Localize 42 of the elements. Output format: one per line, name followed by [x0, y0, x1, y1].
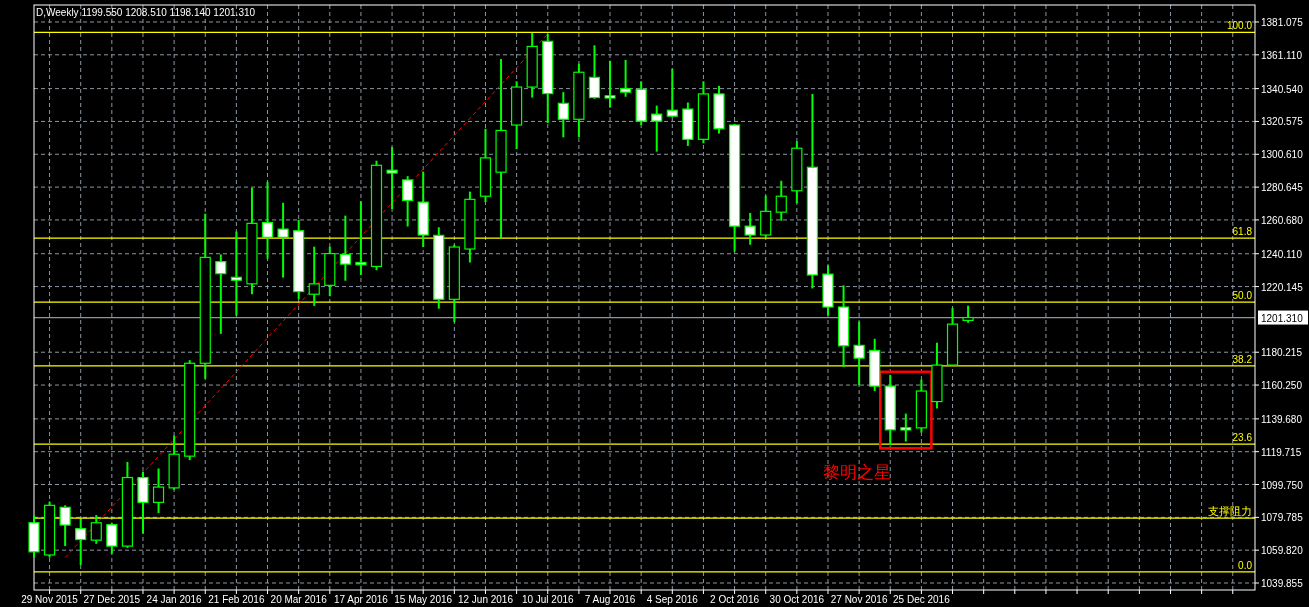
x-tick-label: 30 Oct 2016 — [769, 594, 825, 605]
y-tick-label: 1260.680 — [1261, 214, 1304, 226]
annotation: 61.8 — [1232, 226, 1253, 238]
y-tick-label: 1280.645 — [1261, 182, 1304, 194]
y-tick-label: 1340.540 — [1261, 83, 1304, 95]
chart-title: D,Weekly 1199.550 1208.510 1198.140 1201.310 — [36, 7, 256, 18]
ref-line-label: 支撑阻力 — [1208, 505, 1252, 518]
y-tick-label: 1099.750 — [1261, 479, 1304, 491]
x-tick-label: 4 Sep 2016 — [646, 594, 699, 605]
annotation: 38.2 — [1232, 353, 1253, 365]
annotation: 黎明之星 — [822, 463, 891, 483]
y-tick-label: 1059.820 — [1261, 545, 1304, 557]
x-tick-label: 7 Aug 2016 — [584, 594, 636, 605]
y-tick-label: 1381.075 — [1261, 16, 1304, 28]
y-tick-label: 1320.575 — [1261, 116, 1304, 128]
y-tick-label: 1119.715 — [1261, 446, 1302, 458]
ref-line-label: 1201.310 — [1261, 312, 1304, 324]
annotation: 50.0 — [1232, 290, 1253, 302]
annotation: 100.0 — [1226, 20, 1253, 32]
x-tick-label: 10 Jul 2016 — [521, 594, 575, 605]
x-tick-label: 12 Jun 2016 — [457, 594, 514, 605]
annotation: 0.0 — [1238, 559, 1253, 571]
y-tick-label: 1139.680 — [1261, 413, 1303, 425]
annotation: 23.6 — [1232, 432, 1253, 444]
x-tick-label: 17 Apr 2016 — [333, 594, 389, 605]
y-tick-label: 1240.110 — [1261, 248, 1303, 260]
y-tick-label: 1300.610 — [1261, 149, 1304, 161]
x-tick-label: 2 Oct 2016 — [710, 594, 760, 605]
x-tick-label: 27 Dec 2015 — [83, 594, 141, 605]
y-tick-label: 1220.145 — [1261, 281, 1304, 293]
y-tick-label: 1361.110 — [1261, 49, 1303, 61]
y-tick-label: 1160.250 — [1261, 380, 1303, 392]
x-tick-label: 20 Mar 2016 — [270, 594, 328, 605]
x-tick-label: 27 Nov 2016 — [830, 594, 888, 605]
y-tick-label: 1180.215 — [1261, 347, 1303, 359]
x-tick-label: 15 May 2016 — [394, 594, 453, 605]
x-tick-label: 29 Nov 2015 — [21, 594, 79, 605]
x-tick-label: 25 Dec 2016 — [893, 594, 951, 605]
x-tick-label: 21 Feb 2016 — [208, 594, 265, 605]
y-tick-label: 1079.785 — [1261, 512, 1304, 524]
y-tick-label: 1039.855 — [1261, 578, 1304, 589]
x-tick-label: 24 Jan 2016 — [146, 594, 203, 605]
